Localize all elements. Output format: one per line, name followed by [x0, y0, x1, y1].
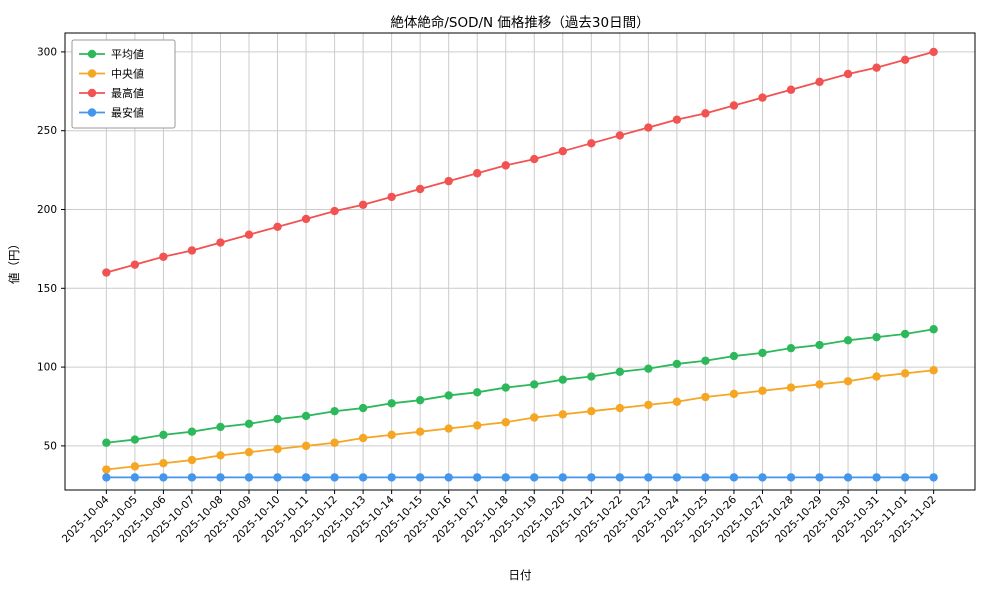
plot-border: [64, 32, 976, 491]
svg-text:200: 200: [37, 204, 57, 216]
y-tick-labels: 50 100 150 200 250 300: [37, 46, 57, 452]
series-0: [102, 325, 938, 447]
x-tick-labels: 2025-10-042025-10-052025-10-062025-10-07…: [60, 493, 939, 545]
axis-ticks: [61, 51, 935, 494]
chart-title: 絶体絶命/SOD/N 価格推移（過去30日間）: [390, 15, 650, 31]
legend-label-2: 最高値: [111, 86, 144, 100]
series-1: [102, 366, 938, 474]
series-3: [102, 473, 938, 482]
series-2: [102, 47, 938, 277]
legend-label-3: 最安値: [111, 105, 144, 119]
svg-text:50: 50: [44, 440, 57, 452]
x-axis-label: 日付: [508, 568, 532, 582]
svg-text:250: 250: [37, 125, 57, 137]
grid: [65, 33, 975, 490]
legend-label-0: 平均値: [111, 48, 144, 61]
legend-label-1: 中央値: [111, 67, 144, 80]
svg-text:100: 100: [37, 362, 57, 374]
svg-text:300: 300: [37, 46, 57, 58]
svg-text:150: 150: [37, 283, 57, 295]
